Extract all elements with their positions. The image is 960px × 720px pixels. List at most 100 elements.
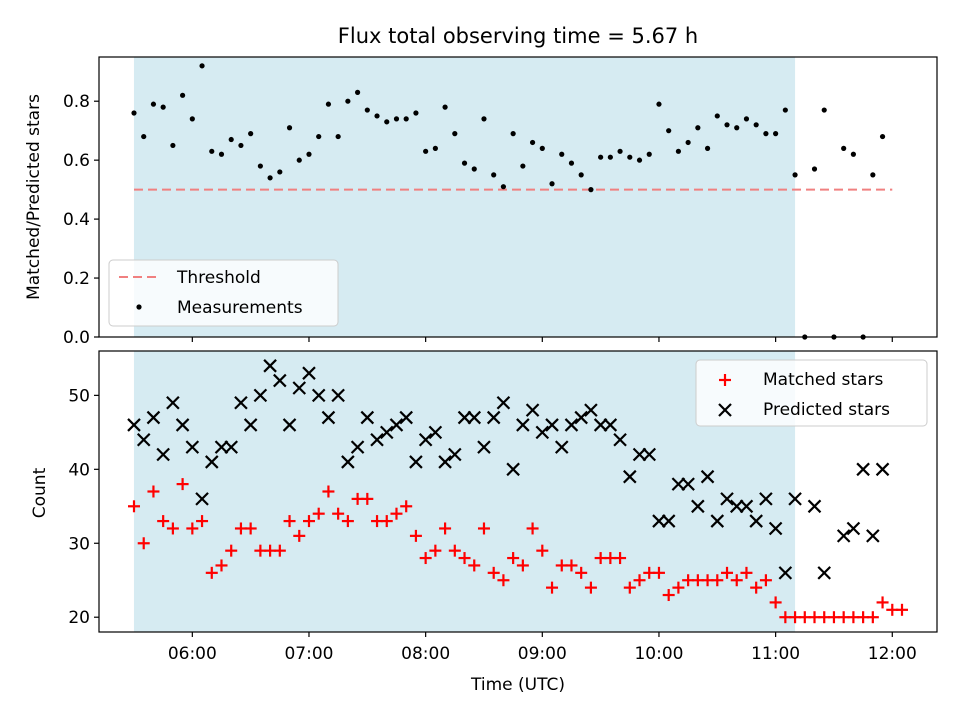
measurement-point xyxy=(782,107,788,113)
measurement-point xyxy=(588,187,594,193)
predicted-point xyxy=(516,418,530,432)
matched-point xyxy=(283,515,296,528)
matched-point xyxy=(721,566,734,579)
measurement-point xyxy=(549,181,555,187)
matched-point xyxy=(740,566,753,579)
measurement-point xyxy=(403,116,409,122)
matched-point xyxy=(322,485,335,498)
predicted-point xyxy=(574,410,588,425)
measurement-point xyxy=(510,131,516,137)
predicted-point xyxy=(710,514,725,528)
measurement-point xyxy=(753,122,759,128)
matched-point xyxy=(623,581,636,594)
measurement-point xyxy=(432,145,438,151)
predicted-point xyxy=(700,469,715,484)
measurement-point xyxy=(636,157,643,163)
predicted-point xyxy=(360,410,375,425)
predicted-point xyxy=(273,373,287,388)
measurement-point xyxy=(413,110,419,116)
predicted-point xyxy=(681,477,695,491)
measurement-point xyxy=(170,142,176,149)
panel-ratio: 0.00.20.40.60.8 Matched/Predicted stars … xyxy=(24,56,938,348)
measurement-point xyxy=(461,160,468,166)
predicted-point xyxy=(506,462,520,477)
measurement-point xyxy=(131,110,137,116)
measurement-point xyxy=(218,151,225,157)
measurement-point xyxy=(773,131,779,137)
measurement-point xyxy=(296,157,302,163)
measurement-point xyxy=(734,125,740,131)
count-xtick-label: 10:00 xyxy=(634,644,683,664)
matched-point xyxy=(448,544,461,557)
measurement-point xyxy=(714,113,720,119)
count-xtick-label: 12:00 xyxy=(868,644,917,664)
predicted-point xyxy=(759,492,773,506)
count-xtick-label: 08:00 xyxy=(401,644,450,664)
predicted-point xyxy=(263,359,277,373)
measurement-point xyxy=(345,98,351,104)
matched-point xyxy=(866,611,879,624)
measurement-point xyxy=(763,131,769,137)
measurement-point xyxy=(675,148,682,154)
measurement-point xyxy=(364,107,370,113)
predicted-point xyxy=(428,425,443,440)
matched-point xyxy=(652,566,665,579)
matched-point xyxy=(662,589,675,602)
predicted-point xyxy=(136,432,151,447)
matched-point xyxy=(614,552,627,565)
predicted-point xyxy=(613,432,627,447)
matched-point xyxy=(225,544,238,557)
measurement-point xyxy=(559,151,565,157)
legend-measurements-swatch xyxy=(136,304,142,310)
predicted-point xyxy=(457,410,472,425)
predicted-point xyxy=(788,492,802,506)
count-xtick-label: 06:00 xyxy=(168,644,217,664)
predicted-point xyxy=(234,395,248,410)
count-axes-frame xyxy=(98,350,938,633)
predicted-point xyxy=(720,492,734,506)
predicted-point xyxy=(379,425,394,440)
matched-point xyxy=(468,559,481,572)
predicted-points xyxy=(127,359,890,580)
measurement-point xyxy=(209,148,215,154)
measurement-point xyxy=(870,172,876,178)
ratio-axes-frame xyxy=(98,56,938,338)
ratio-legend-box xyxy=(108,259,339,327)
matched-point xyxy=(205,566,218,579)
matched-point xyxy=(332,507,345,520)
ratio-points xyxy=(131,63,886,340)
predicted-point xyxy=(807,499,822,514)
measurement-point xyxy=(306,151,312,157)
matched-point xyxy=(730,574,743,587)
measurement-point xyxy=(578,172,584,178)
matched-point xyxy=(137,537,150,550)
predicted-point xyxy=(156,447,170,462)
matched-point xyxy=(215,559,228,572)
predicted-point xyxy=(739,499,754,514)
legend-matched-swatch xyxy=(719,374,731,386)
measurement-point xyxy=(354,89,361,95)
predicted-point xyxy=(623,469,637,484)
predicted-point xyxy=(214,440,229,454)
measurement-point xyxy=(879,133,886,140)
predicted-point xyxy=(224,440,238,454)
measurement-point xyxy=(792,172,798,178)
matched-point xyxy=(672,581,685,594)
predicted-point xyxy=(652,514,666,528)
matched-point xyxy=(458,552,471,565)
matched-point xyxy=(196,515,209,528)
measurement-point xyxy=(393,116,400,122)
measurement-point xyxy=(724,122,730,128)
matched-point xyxy=(380,515,393,528)
matched-point xyxy=(526,522,539,535)
matched-point xyxy=(575,566,588,579)
matched-point xyxy=(769,596,782,609)
count-ticks: 20 30 40 50 06:00 07:00 08:00 09:00 10:00 11:00 12… xyxy=(68,386,916,664)
count-xtick-label: 09:00 xyxy=(518,644,567,664)
matched-point xyxy=(400,500,413,513)
predicted-point xyxy=(671,477,686,491)
count-xtick-label: 11:00 xyxy=(751,644,800,664)
matched-point xyxy=(477,522,490,535)
matched-point xyxy=(546,581,559,594)
